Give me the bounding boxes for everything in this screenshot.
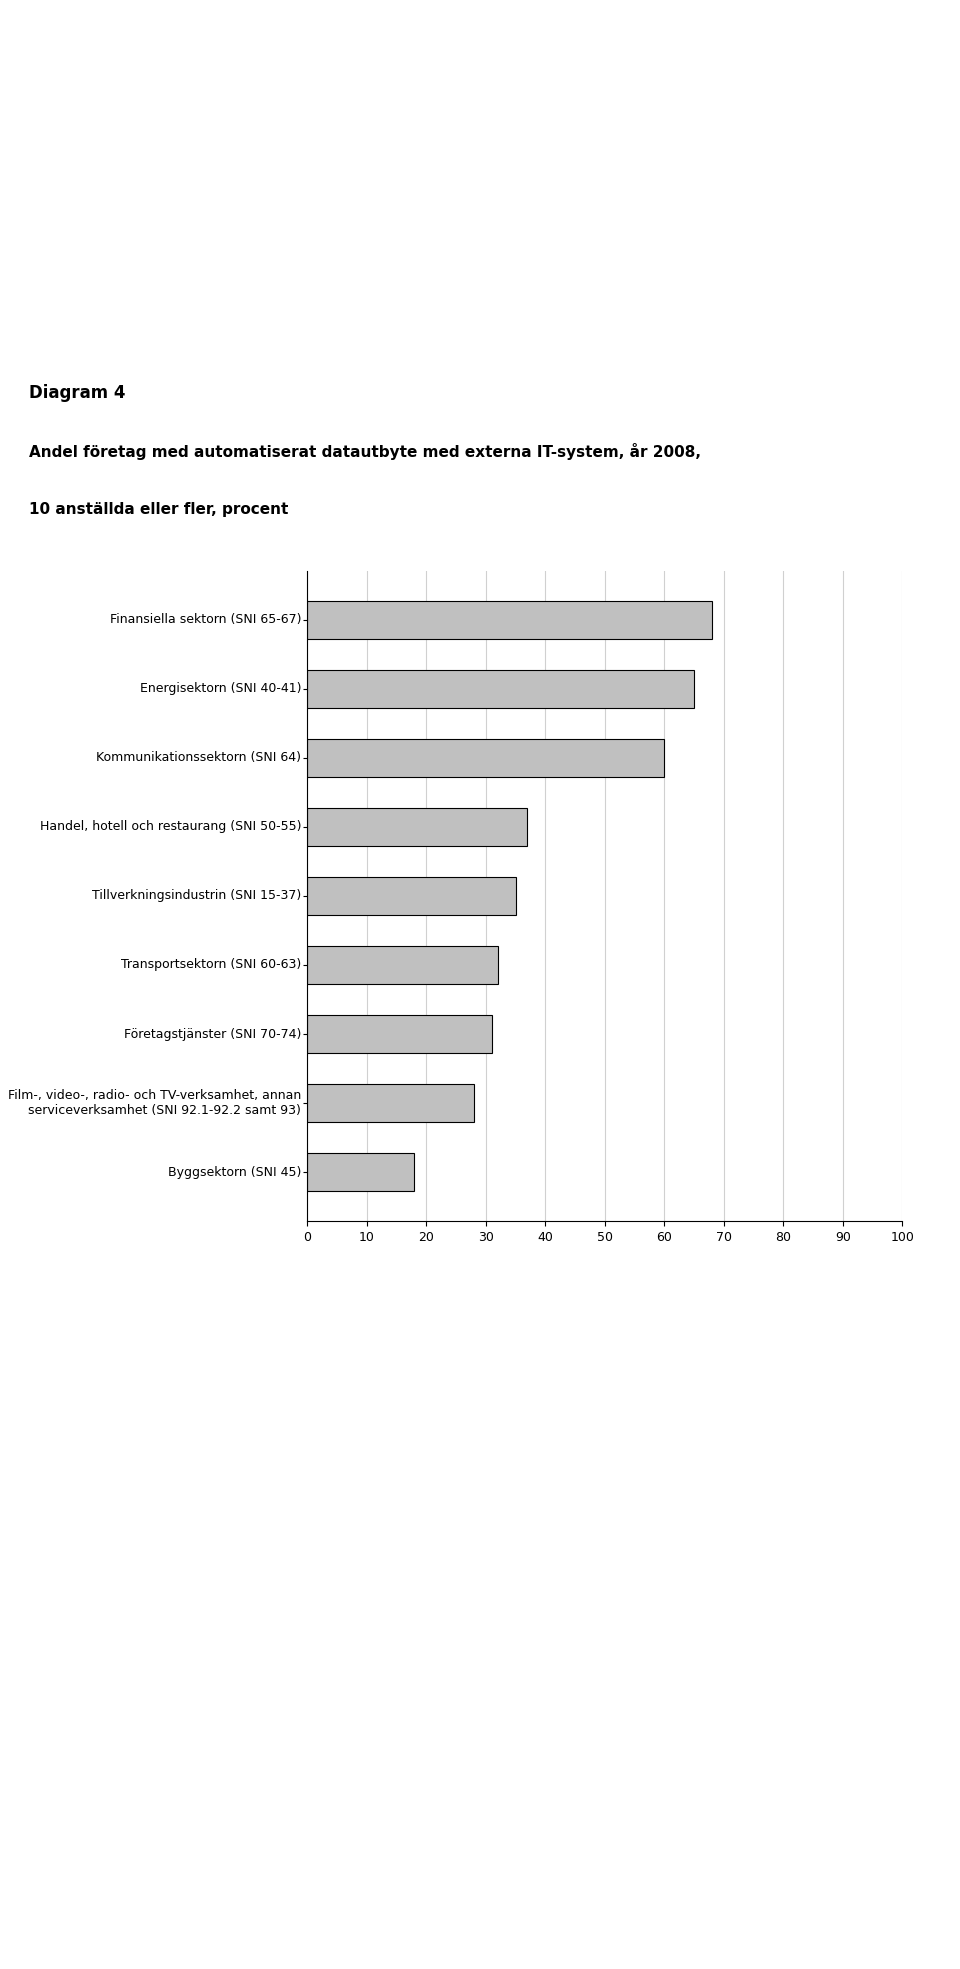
Text: Diagram 4: Diagram 4 xyxy=(29,384,126,402)
Bar xyxy=(307,1085,474,1122)
Bar xyxy=(307,601,712,638)
Text: Företagstjänster (SNI 70-74): Företagstjänster (SNI 70-74) xyxy=(124,1028,301,1040)
Bar xyxy=(307,1016,492,1053)
Text: Kommunikationssektorn (SNI 64): Kommunikationssektorn (SNI 64) xyxy=(96,752,301,764)
Text: Energisektorn (SNI 40-41): Energisektorn (SNI 40-41) xyxy=(140,681,301,695)
Text: Film-, video-, radio- och TV-verksamhet, annan
serviceverksamhet (SNI 92.1-92.2 : Film-, video-, radio- och TV-verksamhet,… xyxy=(8,1089,301,1116)
Bar xyxy=(307,807,527,847)
Bar xyxy=(307,669,694,707)
Text: Finansiella sektorn (SNI 65-67): Finansiella sektorn (SNI 65-67) xyxy=(109,612,301,626)
Bar xyxy=(307,1154,415,1191)
Bar xyxy=(307,876,516,916)
Bar xyxy=(307,738,664,776)
Text: Byggsektorn (SNI 45): Byggsektorn (SNI 45) xyxy=(168,1166,301,1179)
Text: Transportsektorn (SNI 60-63): Transportsektorn (SNI 60-63) xyxy=(121,959,301,971)
Bar xyxy=(307,945,497,984)
Text: Handel, hotell och restaurang (SNI 50-55): Handel, hotell och restaurang (SNI 50-55… xyxy=(39,821,301,833)
Text: 10 anställda eller fler, procent: 10 anställda eller fler, procent xyxy=(29,502,288,518)
Text: Andel företag med automatiserat datautbyte med externa IT-system, år 2008,: Andel företag med automatiserat datautby… xyxy=(29,443,701,461)
Text: Tillverkningsindustrin (SNI 15-37): Tillverkningsindustrin (SNI 15-37) xyxy=(92,890,301,902)
